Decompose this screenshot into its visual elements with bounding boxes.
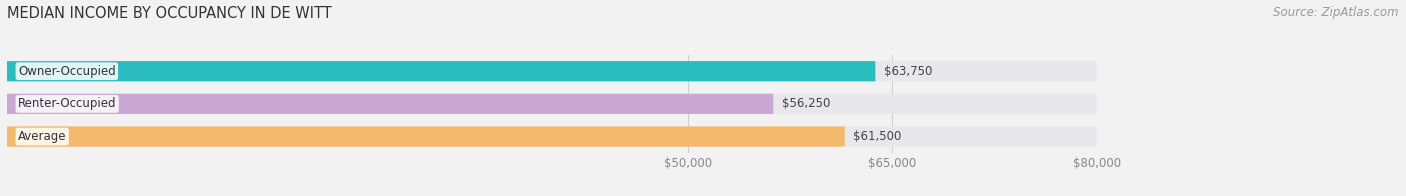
Text: MEDIAN INCOME BY OCCUPANCY IN DE WITT: MEDIAN INCOME BY OCCUPANCY IN DE WITT (7, 6, 332, 21)
Text: Source: ZipAtlas.com: Source: ZipAtlas.com (1274, 6, 1399, 19)
FancyBboxPatch shape (7, 126, 1097, 147)
FancyBboxPatch shape (7, 94, 1097, 114)
Text: $56,250: $56,250 (782, 97, 831, 110)
Text: $63,750: $63,750 (884, 65, 932, 78)
Text: Owner-Occupied: Owner-Occupied (18, 65, 115, 78)
FancyBboxPatch shape (7, 126, 845, 147)
FancyBboxPatch shape (7, 94, 773, 114)
Text: Renter-Occupied: Renter-Occupied (18, 97, 117, 110)
Text: Average: Average (18, 130, 66, 143)
FancyBboxPatch shape (7, 61, 1097, 81)
FancyBboxPatch shape (7, 61, 876, 81)
Text: $61,500: $61,500 (853, 130, 901, 143)
